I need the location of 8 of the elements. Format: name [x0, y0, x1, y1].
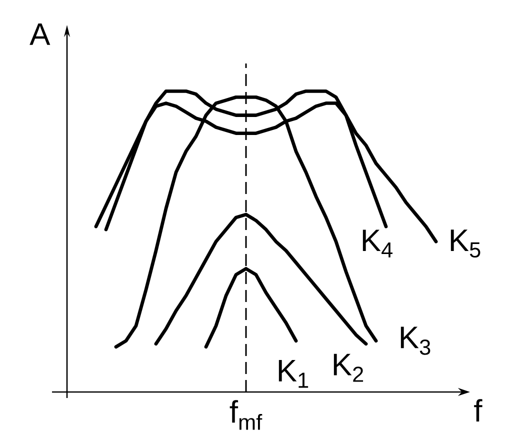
series-label: K$_{4}$: [362, 230, 392, 258]
series-label: K$_{5}$: [450, 230, 480, 258]
series-label: K$_{2}$: [334, 354, 364, 382]
series-label: K$_{3}$: [400, 326, 430, 355]
text: f$_{mf}$: [230, 400, 262, 430]
series-label: K$_{1}$: [278, 360, 308, 388]
y-axis-title: A: [30, 24, 50, 45]
x-axis-title: f: [474, 399, 482, 422]
